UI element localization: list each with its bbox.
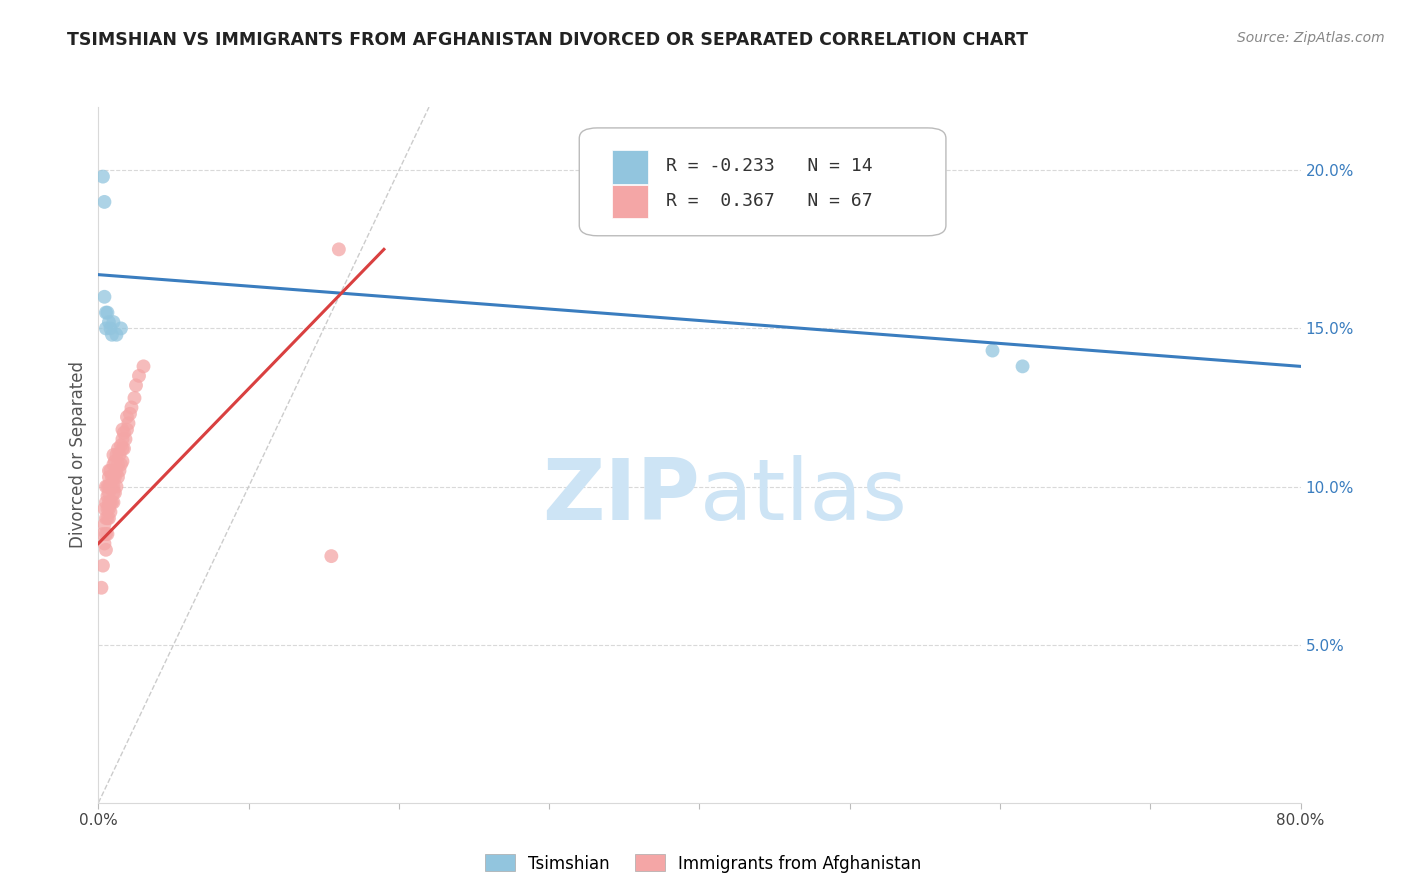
Point: [101, 470, 124, 484]
Point: [91, 558, 114, 573]
Point: [105, 464, 128, 478]
Point: [121, 401, 143, 415]
Point: [97, 511, 120, 525]
Point: [96, 527, 118, 541]
Point: [108, 464, 131, 478]
Point: [103, 470, 125, 484]
Point: [96, 489, 118, 503]
Point: [91, 169, 114, 184]
Bar: [612, 185, 648, 219]
Point: [110, 458, 132, 472]
Point: [100, 495, 122, 509]
Point: [110, 321, 132, 335]
Point: [94, 479, 117, 493]
Point: [104, 486, 127, 500]
Point: [94, 542, 117, 557]
Point: [105, 327, 128, 342]
Point: [118, 407, 141, 421]
Point: [107, 470, 129, 484]
Point: [103, 458, 125, 472]
Point: [132, 359, 155, 374]
Point: [96, 305, 118, 319]
Point: [107, 458, 129, 472]
Point: [97, 464, 120, 478]
Point: [96, 511, 118, 525]
Point: [101, 479, 124, 493]
Text: TSIMSHIAN VS IMMIGRANTS FROM AFGHANISTAN DIVORCED OR SEPARATED CORRELATION CHART: TSIMSHIAN VS IMMIGRANTS FROM AFGHANISTAN…: [67, 31, 1028, 49]
Point: [117, 417, 139, 431]
Text: ZIP: ZIP: [541, 455, 700, 538]
Point: [112, 425, 135, 440]
Point: [111, 432, 134, 446]
Text: atlas: atlas: [700, 455, 907, 538]
Point: [97, 315, 120, 329]
Point: [93, 517, 115, 532]
Point: [94, 495, 117, 509]
Point: [101, 495, 124, 509]
Point: [108, 448, 131, 462]
Point: [105, 448, 128, 462]
Point: [125, 378, 148, 392]
Point: [103, 315, 125, 329]
Point: [96, 501, 118, 516]
Point: [93, 501, 115, 516]
Point: [104, 454, 127, 468]
Point: [111, 442, 134, 456]
Point: [94, 511, 117, 525]
Point: [100, 505, 122, 519]
Point: [103, 495, 125, 509]
Point: [97, 470, 120, 484]
Point: [94, 305, 117, 319]
Point: [128, 368, 150, 383]
Point: [107, 442, 129, 456]
Point: [94, 321, 117, 335]
Point: [103, 479, 125, 493]
Point: [321, 549, 343, 563]
Point: [124, 391, 146, 405]
Point: [103, 448, 125, 462]
Point: [111, 423, 134, 437]
Point: [110, 438, 132, 452]
Point: [328, 243, 350, 257]
Point: [97, 501, 120, 516]
Point: [101, 327, 124, 342]
Point: [93, 290, 115, 304]
Legend: Tsimshian, Immigrants from Afghanistan: Tsimshian, Immigrants from Afghanistan: [478, 847, 928, 880]
Point: [91, 527, 114, 541]
Point: [94, 527, 117, 541]
Point: [100, 321, 122, 335]
Point: [90, 581, 112, 595]
Text: R =  0.367   N = 67: R = 0.367 N = 67: [666, 192, 873, 210]
Point: [1011, 359, 1033, 374]
Point: [112, 442, 135, 456]
Point: [100, 464, 122, 478]
Point: [103, 486, 125, 500]
Point: [104, 470, 127, 484]
Point: [93, 194, 115, 209]
Point: [105, 479, 128, 493]
Point: [96, 479, 118, 493]
Point: [97, 495, 120, 509]
Point: [97, 486, 120, 500]
Point: [100, 479, 122, 493]
Text: Source: ZipAtlas.com: Source: ZipAtlas.com: [1237, 31, 1385, 45]
Y-axis label: Divorced or Separated: Divorced or Separated: [69, 361, 87, 549]
Point: [981, 343, 1004, 358]
Point: [115, 409, 138, 424]
Point: [93, 536, 115, 550]
Point: [111, 454, 134, 468]
Bar: [612, 150, 648, 184]
Point: [115, 423, 138, 437]
Text: R = -0.233   N = 14: R = -0.233 N = 14: [666, 157, 873, 175]
Point: [114, 432, 136, 446]
FancyBboxPatch shape: [579, 128, 946, 235]
Point: [97, 479, 120, 493]
